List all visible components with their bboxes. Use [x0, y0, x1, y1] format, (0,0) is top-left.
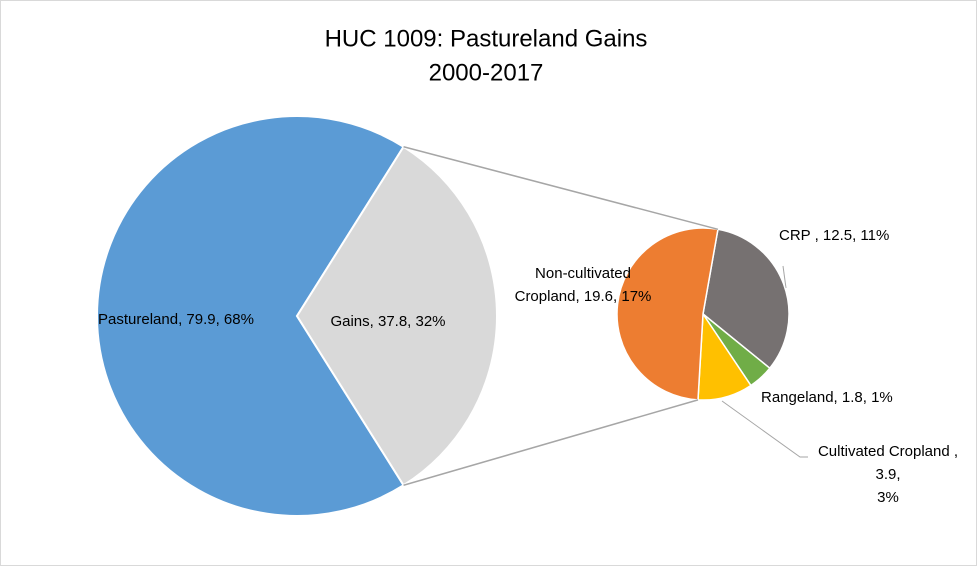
- data-label: Non-cultivated Cropland, 19.6, 17%: [515, 265, 652, 305]
- chart-title: HUC 1009: Pastureland Gains: [325, 25, 648, 52]
- data-label: Pastureland, 79.9, 68%: [98, 311, 254, 328]
- data-label: Cultivated Cropland , 3.9, 3%: [818, 443, 958, 506]
- connector-line: [403, 146, 719, 231]
- data-label-line: Gains, 37.8, 32%: [330, 313, 445, 330]
- pie-slice: [96, 115, 405, 517]
- data-label: Rangeland, 1.8, 1%: [761, 389, 893, 406]
- connector-line: [403, 399, 699, 486]
- data-label-line: 3.9,: [875, 466, 900, 483]
- chart-subtitle: 2000-2017: [429, 59, 544, 86]
- data-label-line: 3%: [877, 489, 899, 506]
- pie-slice: [702, 228, 790, 370]
- leader-line: [782, 265, 787, 289]
- leader-line: [721, 400, 808, 458]
- data-label-line: Pastureland, 79.9, 68%: [98, 311, 254, 328]
- pie-slice: [616, 227, 719, 401]
- pie-slice: [295, 145, 498, 487]
- data-label-line: CRP , 12.5, 11%: [779, 227, 889, 244]
- data-label-line: Cultivated Cropland ,: [818, 443, 958, 460]
- data-label-line: Non-cultivated: [535, 265, 631, 282]
- data-label: CRP , 12.5, 11%: [779, 227, 889, 244]
- data-label: Gains, 37.8, 32%: [330, 313, 445, 330]
- data-label-line: Rangeland, 1.8, 1%: [761, 389, 893, 406]
- data-label-line: Cropland, 19.6, 17%: [515, 288, 652, 305]
